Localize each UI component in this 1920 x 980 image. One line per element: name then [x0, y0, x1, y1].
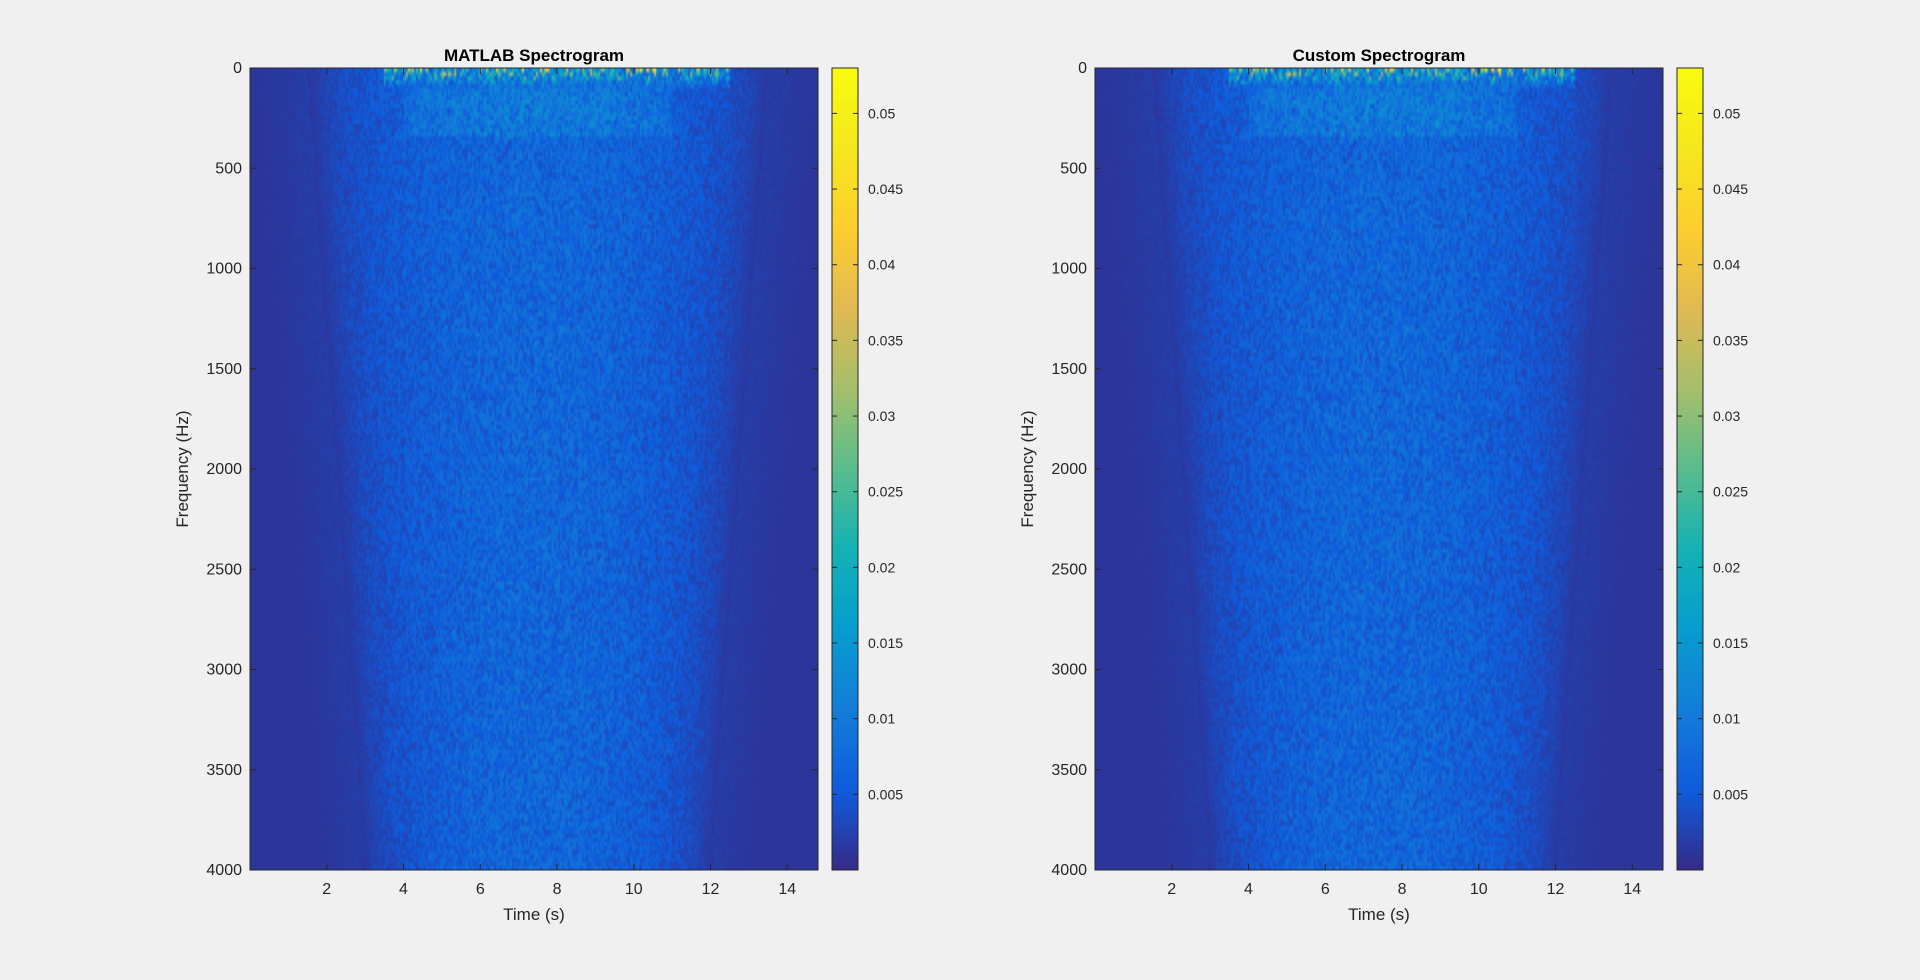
colorbar-tick-label: 0.02	[868, 559, 895, 575]
colorbar-tick-label: 0.015	[868, 635, 903, 651]
y-tick-label: 4000	[206, 862, 242, 879]
colorbar-tick-label: 0.035	[868, 332, 903, 348]
y-tick-label: 0	[233, 60, 242, 77]
x-tick-label: 10	[625, 881, 643, 898]
colorbar-tick-label: 0.01	[1713, 711, 1740, 727]
colorbar-tick-label: 0.025	[868, 484, 903, 500]
y-tick-label: 4000	[1051, 862, 1087, 879]
y-tick-label: 3500	[1051, 762, 1087, 779]
colorbar-tick-label: 0.04	[1713, 257, 1740, 273]
colorbar-gradient	[1676, 67, 1704, 871]
y-tick-label: 2000	[206, 461, 242, 478]
colorbar-tick-label: 0.035	[1713, 332, 1748, 348]
y-axis-label: Frequency (Hz)	[1018, 410, 1037, 527]
x-tick-label: 2	[322, 881, 331, 898]
x-tick-label: 2	[1167, 881, 1176, 898]
colorbar-tick-label: 0.015	[1713, 635, 1748, 651]
chart-title: MATLAB Spectrogram	[444, 46, 624, 65]
colorbar-tick-label: 0.025	[1713, 484, 1748, 500]
colorbar-tick-label: 0.05	[868, 105, 895, 121]
y-axis-label: Frequency (Hz)	[173, 410, 192, 527]
x-tick-label: 6	[476, 881, 485, 898]
colorbar-tick-label: 0.04	[868, 257, 895, 273]
y-tick-label: 2500	[206, 561, 242, 578]
y-tick-label: 1000	[1051, 261, 1087, 278]
x-tick-label: 4	[1244, 881, 1253, 898]
x-tick-label: 10	[1470, 881, 1488, 898]
y-tick-label: 500	[1060, 160, 1087, 177]
y-tick-label: 1500	[1051, 361, 1087, 378]
colorbar-gradient	[831, 67, 859, 871]
x-axis-label: Time (s)	[1348, 905, 1410, 924]
colorbar-tick-label: 0.05	[1713, 105, 1740, 121]
x-tick-label: 12	[1547, 881, 1565, 898]
colorbar-tick-label: 0.045	[1713, 181, 1748, 197]
y-tick-label: 3500	[206, 762, 242, 779]
y-tick-label: 0	[1078, 60, 1087, 77]
colorbar-tick-label: 0.03	[868, 408, 895, 424]
x-tick-label: 8	[1398, 881, 1407, 898]
spectrogram-image	[250, 68, 818, 870]
y-tick-label: 2500	[1051, 561, 1087, 578]
y-tick-label: 500	[215, 160, 242, 177]
x-tick-label: 14	[1623, 881, 1641, 898]
x-tick-label: 8	[553, 881, 562, 898]
colorbar: 0.005 0.01 0.015 0.02 0.025 0.03 0.035 0.04 0.04…	[1676, 67, 1748, 871]
colorbar-tick-label: 0.02	[1713, 559, 1740, 575]
colorbar: 0.005 0.01 0.015 0.02 0.025 0.03 0.035 0.04 0.04…	[831, 67, 903, 871]
spectrogram-panel-1: 0 500 1000 1500 2000 2500 3000 3500 4000 2 4 6 8 10 12…	[173, 46, 903, 924]
x-tick-label: 14	[778, 881, 796, 898]
x-tick-label: 12	[702, 881, 720, 898]
y-tick-label: 3000	[206, 662, 242, 679]
y-tick-label: 1000	[206, 261, 242, 278]
y-tick-label: 2000	[1051, 461, 1087, 478]
spectrogram-image	[1095, 68, 1663, 870]
x-tick-label: 6	[1321, 881, 1330, 898]
colorbar-tick-label: 0.045	[868, 181, 903, 197]
colorbar-tick-label: 0.01	[868, 711, 895, 727]
x-axis-label: Time (s)	[503, 905, 565, 924]
spectrogram-panel-2: 0 500 1000 1500 2000 2500 3000 3500 4000 2 4 6 8 10 12…	[1018, 46, 1748, 924]
y-tick-label: 1500	[206, 361, 242, 378]
colorbar-tick-label: 0.03	[1713, 408, 1740, 424]
chart-title: Custom Spectrogram	[1293, 46, 1466, 65]
x-tick-label: 4	[399, 881, 408, 898]
colorbar-tick-label: 0.005	[1713, 786, 1748, 802]
colorbar-tick-label: 0.005	[868, 786, 903, 802]
y-tick-label: 3000	[1051, 662, 1087, 679]
